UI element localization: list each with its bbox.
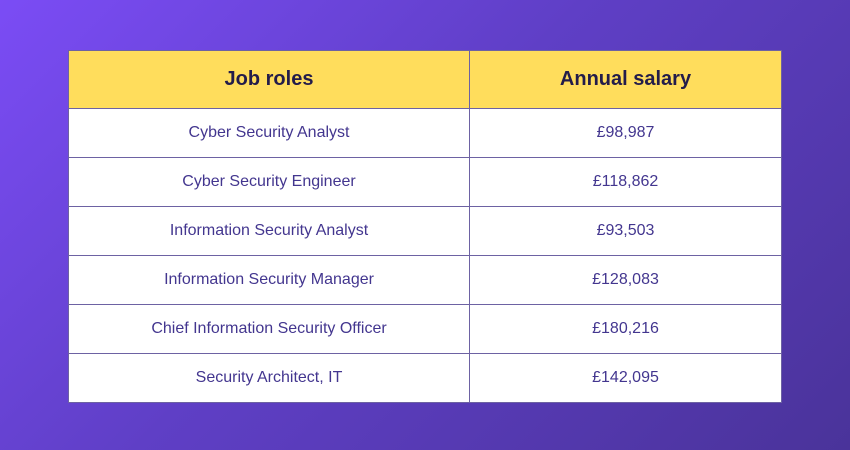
table-row: Chief Information Security Officer £180,… bbox=[68, 304, 782, 354]
salary-cell: £142,095 bbox=[469, 353, 782, 403]
job-role-cell: Cyber Security Engineer bbox=[68, 157, 470, 207]
table-row: Cyber Security Engineer £118,862 bbox=[68, 157, 782, 207]
salary-cell: £128,083 bbox=[469, 255, 782, 305]
salary-cell: £93,503 bbox=[469, 206, 782, 256]
job-role-cell: Information Security Manager bbox=[68, 255, 470, 305]
table-row: Cyber Security Analyst £98,987 bbox=[68, 108, 782, 158]
salary-table: Job roles Annual salary Cyber Security A… bbox=[68, 50, 782, 403]
salary-table-container: Job roles Annual salary Cyber Security A… bbox=[68, 50, 782, 403]
header-annual-salary: Annual salary bbox=[469, 50, 782, 109]
salary-cell: £118,862 bbox=[469, 157, 782, 207]
table-header-row: Job roles Annual salary bbox=[68, 50, 782, 109]
table-row: Security Architect, IT £142,095 bbox=[68, 353, 782, 403]
table-row: Information Security Manager £128,083 bbox=[68, 255, 782, 305]
job-role-cell: Chief Information Security Officer bbox=[68, 304, 470, 354]
job-role-cell: Information Security Analyst bbox=[68, 206, 470, 256]
salary-cell: £180,216 bbox=[469, 304, 782, 354]
table-row: Information Security Analyst £93,503 bbox=[68, 206, 782, 256]
job-role-cell: Cyber Security Analyst bbox=[68, 108, 470, 158]
salary-cell: £98,987 bbox=[469, 108, 782, 158]
job-role-cell: Security Architect, IT bbox=[68, 353, 470, 403]
header-job-roles: Job roles bbox=[68, 50, 470, 109]
